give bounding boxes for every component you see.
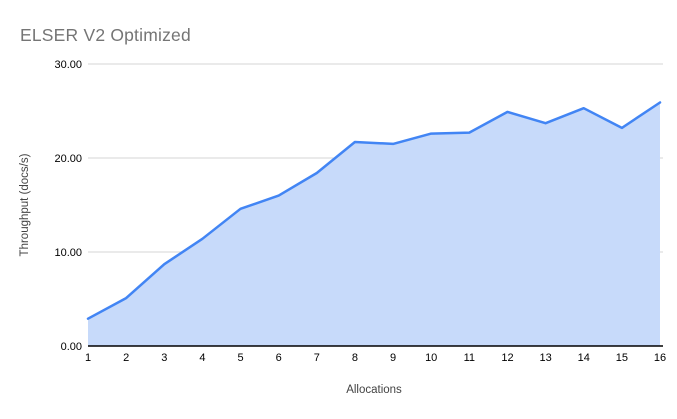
y-tick-label: 30.00 — [54, 59, 82, 71]
x-tick-label: 12 — [501, 352, 513, 364]
x-tick-label: 7 — [314, 352, 320, 364]
x-tick-label: 14 — [578, 352, 590, 364]
x-tick-label: 16 — [654, 352, 666, 364]
x-tick-label: 1 — [85, 352, 91, 364]
x-tick-label: 15 — [616, 352, 628, 364]
y-axis-title: Throughput (docs/s) — [19, 153, 31, 256]
y-tick-label: 20.00 — [54, 153, 82, 165]
x-tick-labels: 1 2 3 4 5 6 7 8 9 10 11 12 13 14 15 16 — [85, 352, 666, 364]
y-tick-labels: 0.00 10.00 20.00 30.00 — [54, 59, 82, 353]
area-fill — [88, 102, 660, 346]
chart-title: ELSER V2 Optimized — [20, 25, 191, 45]
y-tick-label: 0.00 — [61, 341, 82, 353]
x-tick-label: 3 — [161, 352, 167, 364]
x-tick-label: 9 — [390, 352, 396, 364]
x-axis-title: Allocations — [346, 384, 402, 396]
x-tick-label: 11 — [464, 352, 475, 364]
x-tick-label: 6 — [276, 352, 282, 364]
x-tick-label: 2 — [123, 352, 129, 364]
y-tick-label: 10.00 — [54, 247, 82, 259]
x-tick-label: 13 — [539, 352, 551, 364]
series-line — [86, 101, 662, 320]
x-tick-label: 5 — [237, 352, 243, 364]
x-tick-label: 4 — [199, 352, 205, 364]
x-tick-label: 8 — [352, 352, 358, 364]
x-tick-label: 10 — [425, 352, 437, 364]
